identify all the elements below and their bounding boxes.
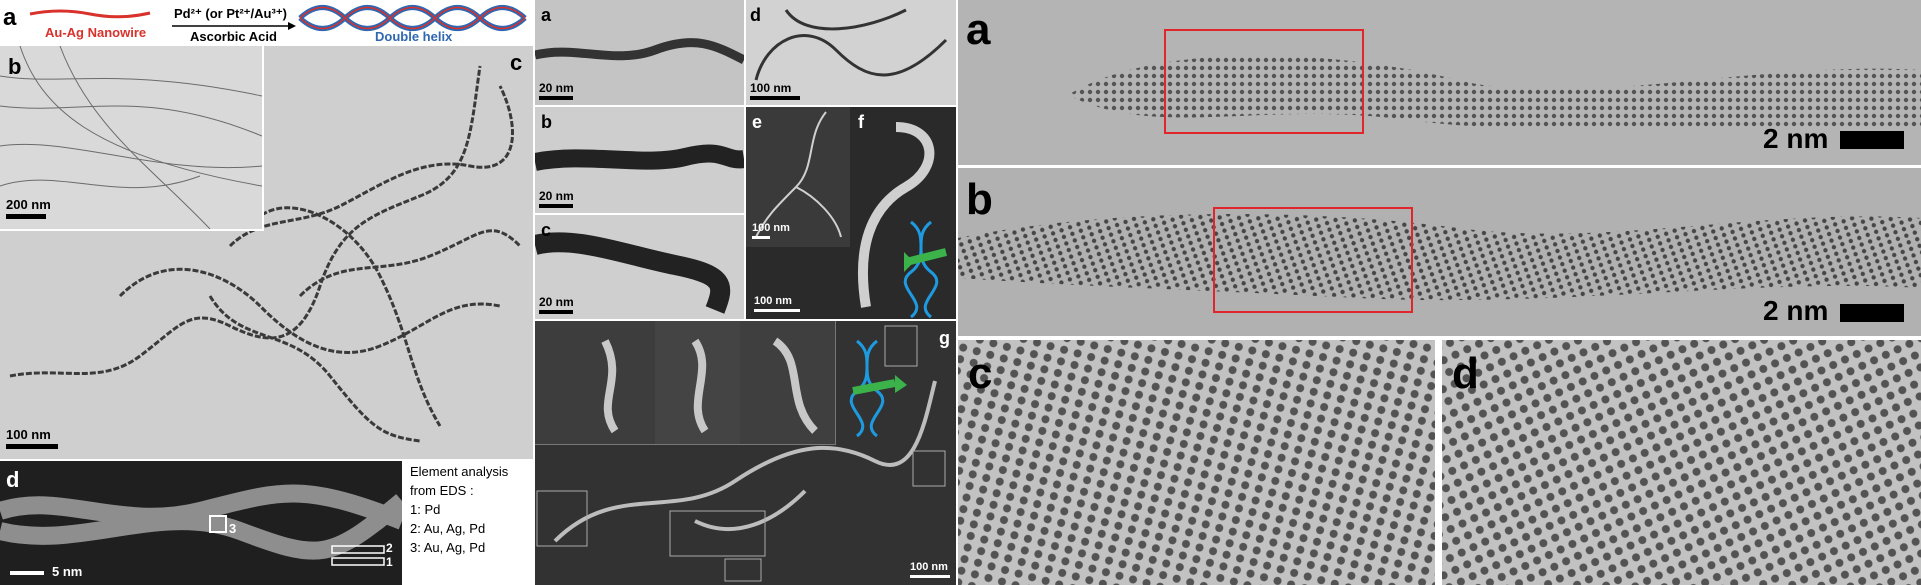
roi-label-1: 1 xyxy=(386,555,393,569)
hrtem-panel-a: a 2 nm xyxy=(958,0,1921,165)
scalebar-label-mid-b: 20 nm xyxy=(539,189,574,203)
eds-item-3: 3: Au, Ag, Pd xyxy=(410,540,486,555)
scalebar-hrtem-a xyxy=(1840,131,1904,149)
scalebar-label-mid-c: 20 nm xyxy=(539,295,574,309)
hrtem-b-wire xyxy=(958,207,1921,313)
product-caption: Double helix xyxy=(375,29,453,44)
scalebar-label-d: 5 nm xyxy=(52,564,83,579)
panel-label-a: a xyxy=(3,4,17,31)
scalebar-mid-a xyxy=(539,96,573,100)
mid-a-wire xyxy=(535,38,744,64)
scalebar-label-mid-d: 100 nm xyxy=(750,81,792,95)
panel-label-b: b xyxy=(8,54,22,79)
scalebar-c xyxy=(6,444,58,449)
roi-label-3: 3 xyxy=(229,521,237,536)
hrtem-d-lattice xyxy=(1442,340,1921,585)
panel-label-mid-c: c xyxy=(541,220,552,240)
panel-label-hrtem-d: d xyxy=(1452,349,1479,398)
stem-panel-d: d 3 2 1 5 nm xyxy=(0,461,402,585)
hrtem-panel-d: d xyxy=(1442,340,1921,585)
scalebar-d xyxy=(10,571,44,575)
scalebar-label-b: 200 nm xyxy=(6,197,51,212)
sem-panel-mid-g: g 100 nm xyxy=(535,321,956,585)
nanowire-scheme xyxy=(29,5,527,31)
sem-panel-mid-f: f 100 nm xyxy=(746,107,956,319)
hrtem-panel-b: b 2 nm xyxy=(958,168,1921,336)
scalebar-label-hrtem-a: 2 nm xyxy=(1763,123,1829,154)
panel-label-d: d xyxy=(6,467,20,492)
panel-label-mid-f: f xyxy=(858,112,864,132)
scalebar-b xyxy=(6,214,46,219)
panel-label-mid-d: d xyxy=(750,5,761,25)
scalebar-label-mid-e: 100 nm xyxy=(752,222,790,234)
scalebar-mid-d xyxy=(750,96,800,100)
hrtem-c-lattice xyxy=(958,340,1435,585)
sem-panel-mid-e: e 100 nm xyxy=(746,107,850,247)
panel-label-mid-e: e xyxy=(752,112,763,132)
nanowires-drawing xyxy=(0,46,262,229)
mid-g-drawing xyxy=(536,325,946,582)
scalebar-mid-g xyxy=(910,575,950,578)
tem-panel-mid-d: d 100 nm xyxy=(746,0,956,105)
hrtem-panel-c: c xyxy=(958,340,1435,585)
scalebar-hrtem-b xyxy=(1840,304,1904,322)
scalebar-label-mid-f: 100 nm xyxy=(754,295,792,307)
mid-b-wire xyxy=(535,144,744,171)
panel-label-hrtem-b: b xyxy=(966,175,993,224)
scalebar-mid-e xyxy=(752,236,770,239)
scalebar-mid-b xyxy=(539,204,573,208)
panel-label-hrtem-c: c xyxy=(968,349,993,398)
nanowire-caption: Au-Ag Nanowire xyxy=(45,25,147,40)
scheme-panel-a: a Au-Ag Nanowire Pd²⁺ (or Pt²⁺/Au³⁺) Asc… xyxy=(0,0,533,44)
scalebar-label-c: 100 nm xyxy=(6,427,51,442)
scalebar-label-hrtem-b: 2 nm xyxy=(1763,295,1829,326)
panel-label-hrtem-a: a xyxy=(966,5,991,54)
panel-label-mid-a: a xyxy=(541,5,552,25)
eds-title-1: Element analysis xyxy=(410,464,509,479)
hrtem-a-wire xyxy=(1068,29,1921,134)
eds-legend: Element analysis from EDS : 1: Pd 2: Au,… xyxy=(410,462,532,557)
helix-tem-drawing xyxy=(9,65,522,443)
mid-c-wire xyxy=(535,232,731,314)
stem-drawing xyxy=(0,484,402,566)
tem-panel-mid-b: b 20 nm xyxy=(535,107,744,213)
scalebar-mid-c xyxy=(539,310,573,314)
eds-item-2: 2: Au, Ag, Pd xyxy=(410,521,486,536)
mid-f-helix xyxy=(858,122,947,319)
mid-e-wire xyxy=(755,111,842,238)
panel-label-mid-b: b xyxy=(541,112,552,132)
scalebar-label-mid-g: 100 nm xyxy=(910,561,948,573)
reagent-line-1: Pd²⁺ (or Pt²⁺/Au³⁺) xyxy=(174,6,288,21)
roi-label-2: 2 xyxy=(386,541,393,555)
tem-panel-mid-a: a 20 nm xyxy=(535,0,744,105)
panel-label-c: c xyxy=(510,50,523,75)
eds-item-1: 1: Pd xyxy=(410,502,441,517)
scalebar-label-mid-a: 20 nm xyxy=(539,81,574,95)
tem-panel-b: b 200 nm xyxy=(0,46,264,231)
scalebar-mid-f xyxy=(754,309,800,312)
panel-label-mid-g: g xyxy=(939,328,950,348)
reagent-line-2: Ascorbic Acid xyxy=(190,29,277,44)
tem-panel-mid-c: c 20 nm xyxy=(535,215,744,319)
eds-title-2: from EDS : xyxy=(410,483,474,498)
mid-d-wire xyxy=(754,8,948,81)
